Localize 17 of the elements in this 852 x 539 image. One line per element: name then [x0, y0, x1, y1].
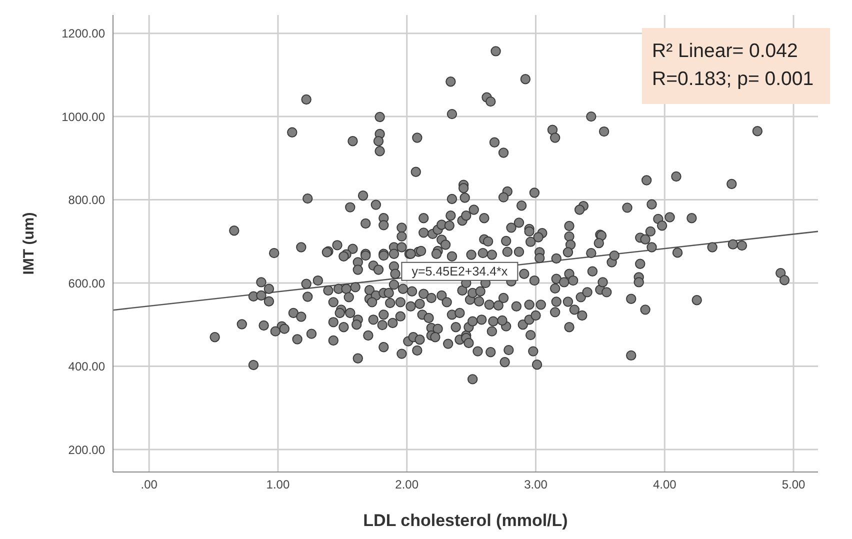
- y-axis-title: IMT (um): [20, 212, 38, 275]
- y-tick-label: 400.00: [68, 360, 106, 374]
- x-tick-label: 1.00: [266, 478, 290, 492]
- y-tick-label: 1200.00: [62, 26, 106, 41]
- y-tick-label: 1000.00: [62, 110, 106, 124]
- y-tick-label: 600.00: [68, 276, 106, 290]
- x-tick-label: 3.00: [524, 478, 548, 492]
- x-axis-title: LDL cholesterol (mmol/L): [363, 511, 568, 530]
- y-tick-label: 800.00: [68, 193, 106, 208]
- annotation: y=5.45E2+34.4*x: [412, 264, 508, 278]
- annotation: R² Linear= 0.042: [652, 39, 799, 64]
- x-tick-label: 2.00: [395, 478, 419, 492]
- x-tick-label: 4.00: [652, 478, 677, 492]
- annotation: R=0.183; p= 0.001: [652, 67, 815, 92]
- x-tick-label: .00: [140, 478, 158, 492]
- y-tick-label: 200.00: [68, 442, 106, 457]
- x-tick-label: 5.00: [782, 478, 806, 492]
